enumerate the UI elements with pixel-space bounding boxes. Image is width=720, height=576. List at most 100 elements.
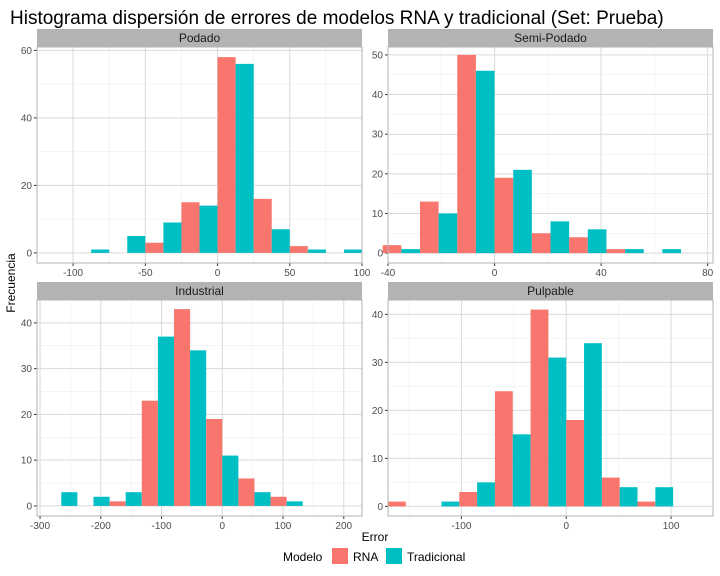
bar-tradicional: [441, 501, 460, 507]
bar-rna: [601, 477, 620, 507]
bar-tradicional: [307, 249, 326, 253]
y-tick-label: 0: [26, 501, 32, 512]
x-tick-label: 200: [335, 521, 352, 532]
strip-background: [37, 282, 362, 300]
bar-rna: [606, 249, 626, 254]
panel-podado: Podado -100 -50 0 50 100 0 20 40 60: [21, 29, 371, 279]
y-tick-label: 20: [21, 181, 33, 192]
bar-tradicional: [662, 249, 682, 254]
x-tick-label: 0: [215, 268, 221, 279]
bar-tradicional: [163, 222, 182, 253]
bar-tradicional: [513, 169, 532, 254]
bar-rna: [382, 245, 402, 254]
bar-tradicional: [222, 455, 239, 506]
bar-rna: [457, 54, 476, 254]
y-tick-label: 20: [372, 406, 384, 417]
legend-label-rna: RNA: [353, 550, 378, 564]
panel-border: [387, 299, 714, 517]
bar-rna: [217, 57, 236, 253]
bar-rna: [530, 309, 549, 507]
panel-border: [36, 299, 363, 517]
bar-tradicional: [475, 70, 495, 254]
bar-tradicional: [91, 249, 110, 253]
strip-background: [388, 29, 713, 47]
bar-rna: [206, 418, 223, 506]
panel-pulpable: Pulpable -100 0 100 0 10 20 30 40: [372, 282, 714, 532]
bar-tradicional: [438, 213, 458, 254]
strip-label: Industrial: [175, 284, 224, 298]
bar-tradicional: [125, 492, 142, 506]
bar-tradicional: [271, 229, 290, 253]
bar-rna: [253, 198, 272, 253]
bar-tradicional: [619, 487, 638, 507]
y-tick-label: 10: [21, 456, 33, 467]
bar-tradicional: [343, 249, 362, 253]
y-tick-label: 20: [372, 169, 384, 180]
bar-rna: [289, 246, 308, 253]
panel-border: [387, 46, 714, 264]
strip-background: [388, 282, 713, 300]
y-tick-label: 20: [21, 410, 33, 421]
y-tick-label: 10: [372, 454, 384, 465]
bar-rna: [109, 501, 126, 506]
y-tick-label: 30: [372, 358, 384, 369]
y-tick-label: 0: [377, 249, 383, 260]
y-tick-label: 50: [372, 50, 384, 61]
panel-semi-podado: Semi-Podado -40 0 40 80 0 10 20 30 40 50: [372, 29, 714, 279]
bar-rna: [531, 233, 551, 254]
y-tick-label: 10: [372, 209, 384, 220]
strip-label: Semi-Podado: [514, 31, 587, 45]
x-tick-label: 50: [284, 268, 296, 279]
x-tick-label: 0: [219, 521, 225, 532]
x-tick-label: -50: [138, 268, 153, 279]
x-tick-label: 0: [492, 268, 498, 279]
bar-tradicional: [550, 221, 570, 254]
bar-tradicional: [477, 482, 495, 507]
x-tick-label: 100: [663, 521, 680, 532]
x-tick-label: -40: [381, 268, 396, 279]
y-tick-label: 0: [377, 502, 383, 513]
bar-tradicional: [655, 487, 674, 507]
x-tick-label: -300: [30, 521, 50, 532]
legend-title: Modelo: [283, 550, 323, 564]
bar-rna: [637, 501, 656, 507]
bar-tradicional: [235, 63, 254, 253]
y-tick-label: 30: [21, 364, 33, 375]
bar-tradicional: [548, 357, 567, 507]
bar-tradicional: [512, 434, 531, 507]
bar-tradicional: [157, 336, 174, 506]
x-axis-title: Error: [362, 530, 389, 544]
bar-rna: [494, 391, 513, 507]
bar-tradicional: [127, 236, 146, 253]
bar-tradicional: [190, 350, 207, 506]
x-tick-label: 100: [275, 521, 292, 532]
y-tick-label: 40: [372, 90, 384, 101]
strip-background: [37, 29, 362, 47]
x-tick-label: -100: [63, 268, 83, 279]
panel-industrial: Industrial -300 -200 -100 0 100 200 0 10 20 30 40: [21, 282, 363, 532]
bar-tradicional: [587, 229, 607, 254]
bar-rna: [238, 478, 255, 506]
x-tick-label: -100: [451, 521, 471, 532]
y-tick-label: 40: [21, 318, 33, 329]
bar-rna: [181, 202, 200, 253]
bar-rna: [494, 177, 514, 254]
legend: Modelo RNA Tradicional: [283, 548, 465, 564]
bar-rna: [270, 496, 287, 506]
y-tick-label: 0: [26, 248, 32, 259]
y-tick-label: 60: [21, 46, 33, 57]
y-axis-title: Frecuencia: [4, 253, 18, 313]
bar-rna: [569, 237, 588, 254]
bar-rna: [388, 501, 406, 507]
bar-rna: [459, 492, 478, 507]
bar-tradicional: [401, 249, 420, 254]
bar-rna: [145, 242, 164, 253]
panel-border: [36, 46, 363, 264]
legend-swatch-rna: [332, 548, 348, 564]
bar-rna: [141, 400, 158, 506]
legend-swatch-tradicional: [386, 548, 402, 564]
x-tick-label: 80: [702, 268, 714, 279]
strip-label: Pulpable: [527, 284, 574, 298]
y-tick-label: 40: [21, 113, 33, 124]
